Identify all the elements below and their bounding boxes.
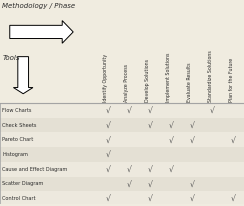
Text: √: √ [147, 106, 152, 115]
Bar [0, 118, 244, 132]
Text: √: √ [106, 165, 111, 174]
Text: Scatter Diagram: Scatter Diagram [2, 181, 44, 186]
Polygon shape [13, 57, 33, 94]
Text: Pareto Chart: Pareto Chart [2, 137, 34, 142]
Text: Implement Solutions: Implement Solutions [166, 53, 171, 102]
Text: √: √ [127, 106, 132, 115]
Bar [0, 191, 244, 206]
Bar [0, 177, 244, 191]
Bar [0, 132, 244, 147]
Bar [0, 162, 244, 177]
Text: √: √ [147, 194, 152, 203]
Text: √: √ [231, 135, 236, 144]
Text: √: √ [168, 165, 173, 174]
Text: √: √ [147, 179, 152, 188]
Text: Identify Opportunity: Identify Opportunity [103, 54, 108, 102]
Text: Standardize Solutions: Standardize Solutions [208, 50, 213, 102]
Text: Plan for the Future: Plan for the Future [229, 58, 234, 102]
Text: Develop Solutions: Develop Solutions [145, 59, 150, 102]
Text: √: √ [231, 194, 236, 203]
Bar [0, 103, 244, 118]
Text: √: √ [106, 194, 111, 203]
Text: √: √ [189, 121, 194, 130]
Text: √: √ [106, 150, 111, 159]
Bar [0, 147, 244, 162]
Text: √: √ [210, 106, 215, 115]
Text: √: √ [106, 121, 111, 130]
Text: Analyze Process: Analyze Process [124, 64, 129, 102]
Text: √: √ [147, 121, 152, 130]
Text: Cause and Effect Diagram: Cause and Effect Diagram [2, 167, 68, 172]
Text: √: √ [189, 179, 194, 188]
Text: √: √ [147, 165, 152, 174]
Text: Check Sheets: Check Sheets [2, 123, 37, 128]
Text: √: √ [127, 165, 132, 174]
Text: Methodology / Phase: Methodology / Phase [2, 3, 76, 9]
Text: √: √ [189, 194, 194, 203]
Text: Histogram: Histogram [2, 152, 28, 157]
Text: Control Chart: Control Chart [2, 196, 36, 201]
Bar [0, 103, 244, 206]
Text: √: √ [127, 179, 132, 188]
Polygon shape [10, 21, 73, 43]
Text: √: √ [168, 135, 173, 144]
Bar [0, 204, 244, 206]
Text: √: √ [106, 135, 111, 144]
Text: √: √ [189, 135, 194, 144]
Text: Flow Charts: Flow Charts [2, 108, 32, 113]
Text: Evaluate Results: Evaluate Results [187, 62, 192, 102]
Text: √: √ [168, 121, 173, 130]
Text: √: √ [106, 106, 111, 115]
Bar [0, 0, 244, 103]
Text: Tools: Tools [2, 55, 20, 61]
